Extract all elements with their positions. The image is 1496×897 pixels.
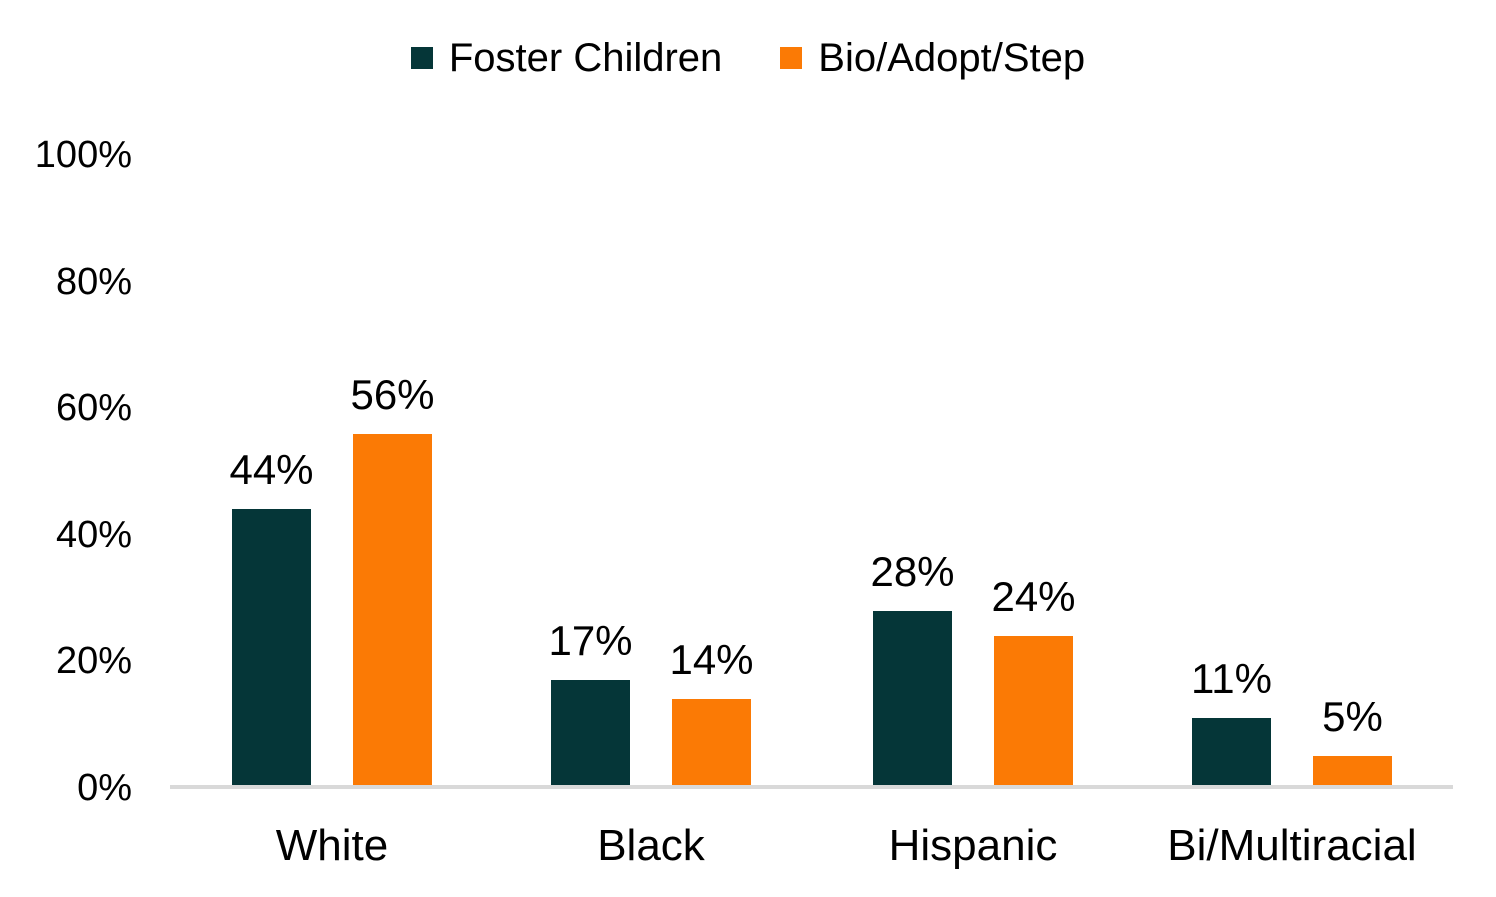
bar-hispanic-foster (873, 610, 952, 788)
y-axis-tick-label: 40% (55, 513, 132, 556)
bar-value-label: 11% (1191, 655, 1272, 703)
bar-value-label: 56% (350, 370, 435, 418)
legend-item: Bio/Adopt/Step (780, 38, 1085, 78)
legend-label: Foster Children (448, 36, 723, 80)
bar-bi-multiracial-foster (1192, 718, 1271, 788)
y-axis-tick-label: 0% (77, 767, 132, 809)
legend-item: Foster Children (410, 36, 723, 80)
chart-legend: Foster Children Bio/Adopt/Step (0, 38, 1496, 78)
x-axis-line (170, 785, 1453, 789)
legend-label: Bio/Adopt/Step (818, 36, 1086, 80)
legend-swatch-icon (410, 47, 433, 69)
y-axis-tick-label: 80% (55, 260, 132, 303)
bar-white-bio (353, 433, 432, 788)
bar-value-label: 5% (1322, 693, 1383, 741)
x-axis-category-label: White (275, 821, 389, 870)
bar-white-foster (232, 509, 311, 788)
bar-black-bio (672, 699, 751, 788)
x-axis-category-label: Hispanic (888, 821, 1058, 870)
bar-value-label: 14% (669, 636, 754, 684)
y-axis-tick-label: 60% (55, 387, 132, 430)
bar-value-label: 28% (870, 547, 955, 595)
bar-hispanic-bio (994, 636, 1073, 788)
x-axis-category-label: Black (597, 821, 705, 870)
y-axis-tick-label: 20% (55, 640, 132, 683)
bar-black-foster (551, 680, 630, 788)
bar-value-label: 17% (548, 617, 633, 665)
y-axis-tick-label: 100% (34, 134, 132, 176)
legend-swatch-icon (780, 47, 803, 69)
bar-value-label: 24% (991, 573, 1076, 621)
bar-bi-multiracial-bio (1313, 756, 1392, 788)
bar-value-label: 44% (229, 446, 314, 494)
x-axis-category-label: Bi/Multiracial (1167, 821, 1417, 870)
